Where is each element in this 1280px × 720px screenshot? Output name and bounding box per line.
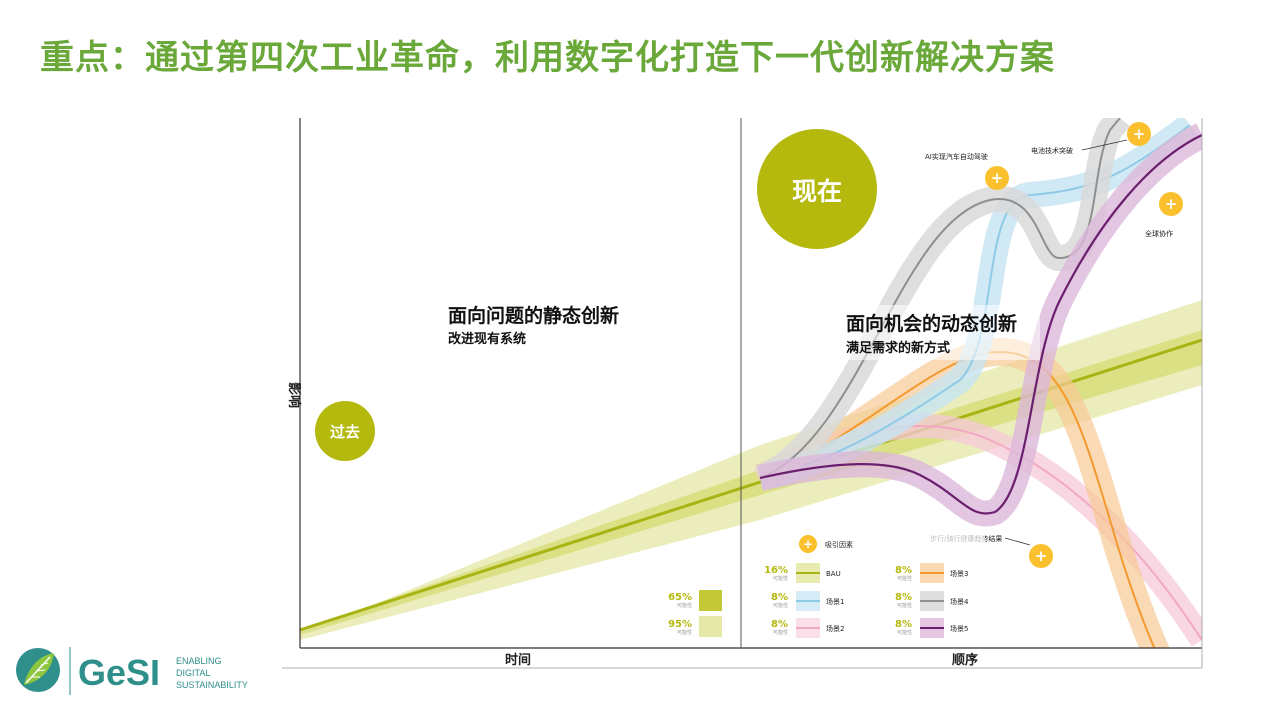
svg-text:8%: 8%: [771, 619, 788, 630]
svg-text:可能性: 可能性: [897, 629, 912, 636]
svg-text:场景2: 场景2: [826, 624, 844, 633]
svg-text:可能性: 可能性: [773, 575, 788, 582]
past-label: 过去: [330, 423, 360, 441]
svg-text:+: +: [1133, 125, 1146, 143]
legend-panel: [745, 530, 985, 645]
scenario4-line: [759, 118, 1121, 479]
right-subheading: 满足需求的新方式: [846, 340, 950, 356]
svg-text:+: +: [1165, 195, 1178, 213]
svg-text:可能性: 可能性: [897, 575, 912, 582]
marker-global: +: [1159, 192, 1183, 216]
svg-text:可能性: 可能性: [773, 629, 788, 636]
legend-band-95-pct: 95%: [668, 619, 692, 630]
logo-brand: GeSI: [78, 652, 160, 693]
svg-text:场景5: 场景5: [950, 624, 968, 633]
svg-text:BAU: BAU: [826, 570, 841, 578]
legend-item-scenario5: 8% 可能性 场景5: [895, 618, 968, 638]
legend-item-scenario3: 8% 可能性 场景3: [895, 563, 968, 583]
legend-item-scenario2: 8% 可能性 场景2: [771, 618, 844, 638]
legend-band-95-swatch: [699, 616, 722, 637]
logo-tagline-2: DIGITAL: [176, 668, 210, 678]
svg-text:场景4: 场景4: [950, 597, 969, 606]
legend-item-bau: 16% 可能性 BAU: [764, 563, 841, 583]
svg-text:可能性: 可能性: [897, 602, 912, 609]
marker-battery: +: [1127, 122, 1151, 146]
svg-text:8%: 8%: [895, 619, 912, 630]
svg-text:8%: 8%: [895, 565, 912, 576]
marker-walking: +: [1029, 544, 1053, 568]
x-axis-left-label: 时间: [505, 652, 531, 668]
slide-title: 重点：通过第四次工业革命，利用数字化打造下一代创新解决方案: [40, 38, 1055, 78]
legend-band-95-sub: 可能性: [677, 629, 692, 636]
scenario5-line: [759, 134, 1202, 515]
legend-band-65-sub: 可能性: [677, 602, 692, 609]
now-circle: [757, 129, 877, 249]
logo-tagline-1: ENABLING: [176, 656, 222, 666]
legend-band-65-pct: 65%: [668, 592, 692, 603]
svg-text:可能性: 可能性: [773, 602, 788, 609]
left-heading: 面向问题的静态创新: [448, 304, 619, 327]
annotation-battery: 电池技术突破: [1031, 146, 1073, 155]
now-label: 现在: [792, 177, 842, 206]
right-heading: 面向机会的动态创新: [846, 312, 1017, 335]
y-axis-label: 影响: [286, 382, 302, 408]
svg-text:8%: 8%: [895, 592, 912, 603]
logo-tagline-3: SUSTAINABILITY: [176, 680, 248, 690]
legend-item-scenario4: 8% 可能性 场景4: [895, 591, 969, 611]
annotation-global: 全球协作: [1145, 229, 1173, 238]
past-circle: [315, 401, 375, 461]
svg-text:场景1: 场景1: [826, 597, 844, 606]
svg-text:16%: 16%: [764, 565, 788, 576]
svg-text:8%: 8%: [771, 592, 788, 603]
gesi-logo: GeSI ENABLING DIGITAL SUSTAINABILITY: [16, 647, 248, 695]
marker-ai: +: [985, 166, 1009, 190]
scenario3-line: [759, 350, 1156, 648]
legend-marker: +: [799, 535, 817, 553]
x-axis-right-label: 顺序: [952, 652, 978, 668]
svg-text:+: +: [1035, 547, 1048, 565]
legend-band-65-swatch: [699, 590, 722, 611]
annotation-ai: AI实现汽车自动驾驶: [925, 152, 988, 161]
svg-text:+: +: [803, 537, 813, 551]
leaf-icon: [16, 648, 60, 692]
legend-item-scenario1: 8% 可能性 场景1: [771, 591, 844, 611]
svg-text:+: +: [991, 169, 1004, 187]
svg-text:场景3: 场景3: [950, 569, 968, 578]
legend-marker-label: 吸引因素: [825, 540, 853, 549]
left-subheading: 改进现有系统: [448, 331, 526, 347]
